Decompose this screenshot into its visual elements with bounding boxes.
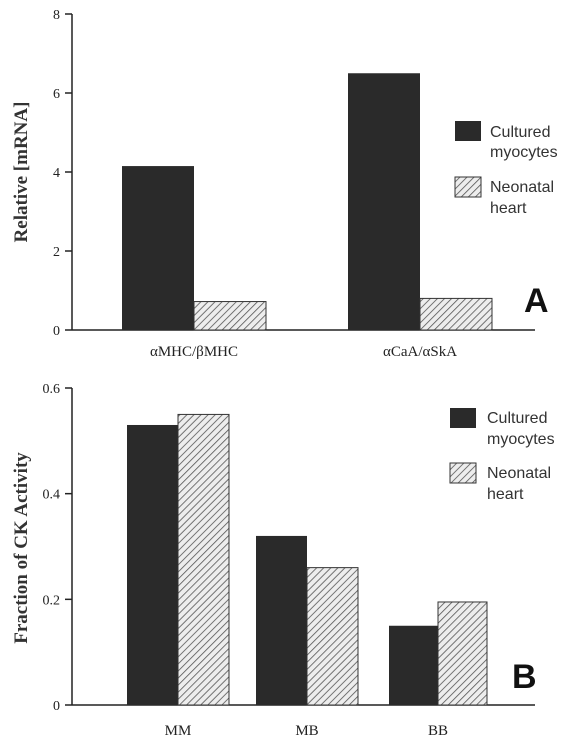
chart-a-y-ticks: 0 2 4 6 8 xyxy=(53,8,72,339)
chart-a: Relative [mRNA] 0 2 4 6 8 αMHC/βMHC αCaA/αSkA… xyxy=(11,8,558,360)
chart-a-y-tick-label-4: 8 xyxy=(53,8,60,23)
chart-b-categories: MM MB BB xyxy=(165,723,448,739)
chart-a-category-label-1: αCaA/αSkA xyxy=(383,344,457,360)
chart-a-legend-label-neonatal-2: heart xyxy=(490,200,527,217)
chart-a-legend-label-cultured-2: myocytes xyxy=(490,144,558,161)
chart-a-legend-swatch-cultured xyxy=(455,121,481,141)
chart-b-category-label-0: MM xyxy=(165,723,192,739)
chart-b-legend-label-cultured-1: Cultured xyxy=(487,410,547,427)
chart-a-y-tick-label-0: 0 xyxy=(53,324,60,339)
chart-b-bar-cultured-0 xyxy=(127,424,178,705)
chart-b-legend-label-neonatal-1: Neonatal xyxy=(487,465,551,482)
chart-b: Fraction of CK Activity 0 0.2 0.4 0.6 MM MB B… xyxy=(11,382,555,739)
chart-a-categories: αMHC/βMHC αCaA/αSkA xyxy=(150,344,457,360)
chart-a-bar-neonatal-1 xyxy=(419,297,493,331)
chart-b-y-tick-label-2: 0.4 xyxy=(43,488,61,503)
chart-b-legend-label-cultured-2: myocytes xyxy=(487,431,555,448)
chart-b-y-tick-label-1: 0.2 xyxy=(43,593,61,608)
chart-a-category-label-0: αMHC/βMHC xyxy=(150,344,238,360)
chart-b-y-ticks: 0 0.2 0.4 0.6 xyxy=(43,382,72,714)
chart-a-bar-cultured-1 xyxy=(348,73,420,330)
chart-a-legend: Cultured myocytes Neonatal heart xyxy=(454,121,558,217)
chart-a-legend-label-neonatal-1: Neonatal xyxy=(490,179,554,196)
chart-b-bars xyxy=(127,413,488,706)
chart-b-panel-label: B xyxy=(512,658,537,696)
chart-b-legend: Cultured myocytes Neonatal heart xyxy=(449,408,555,503)
chart-b-category-label-2: BB xyxy=(428,723,448,739)
chart-b-y-tick-label-0: 0 xyxy=(53,699,60,714)
chart-a-bars xyxy=(122,73,493,331)
chart-a-bar-neonatal-0 xyxy=(193,301,267,331)
chart-a-panel-label: A xyxy=(524,282,549,320)
chart-b-bar-neonatal-2 xyxy=(437,601,488,706)
chart-b-y-label: Fraction of CK Activity xyxy=(11,452,32,644)
chart-a-bar-cultured-0 xyxy=(122,166,194,330)
chart-b-bar-cultured-1 xyxy=(256,535,307,705)
chart-b-legend-swatch-neonatal xyxy=(449,462,477,484)
chart-a-y-tick-label-2: 4 xyxy=(53,166,60,181)
chart-b-category-label-1: MB xyxy=(295,723,318,739)
chart-b-legend-swatch-cultured xyxy=(450,408,476,428)
chart-a-y-label: Relative [mRNA] xyxy=(11,102,32,243)
chart-b-bar-cultured-2 xyxy=(389,625,438,705)
chart-b-y-tick-label-3: 0.6 xyxy=(43,382,61,397)
chart-b-legend-label-neonatal-2: heart xyxy=(487,486,524,503)
chart-a-y-tick-label-3: 6 xyxy=(53,87,60,102)
chart-a-legend-swatch-neonatal xyxy=(454,176,482,198)
chart-b-bar-neonatal-1 xyxy=(306,567,359,706)
chart-a-legend-label-cultured-1: Cultured xyxy=(490,124,550,141)
chart-a-y-tick-label-1: 2 xyxy=(53,245,60,260)
chart-b-bar-neonatal-0 xyxy=(177,413,230,706)
